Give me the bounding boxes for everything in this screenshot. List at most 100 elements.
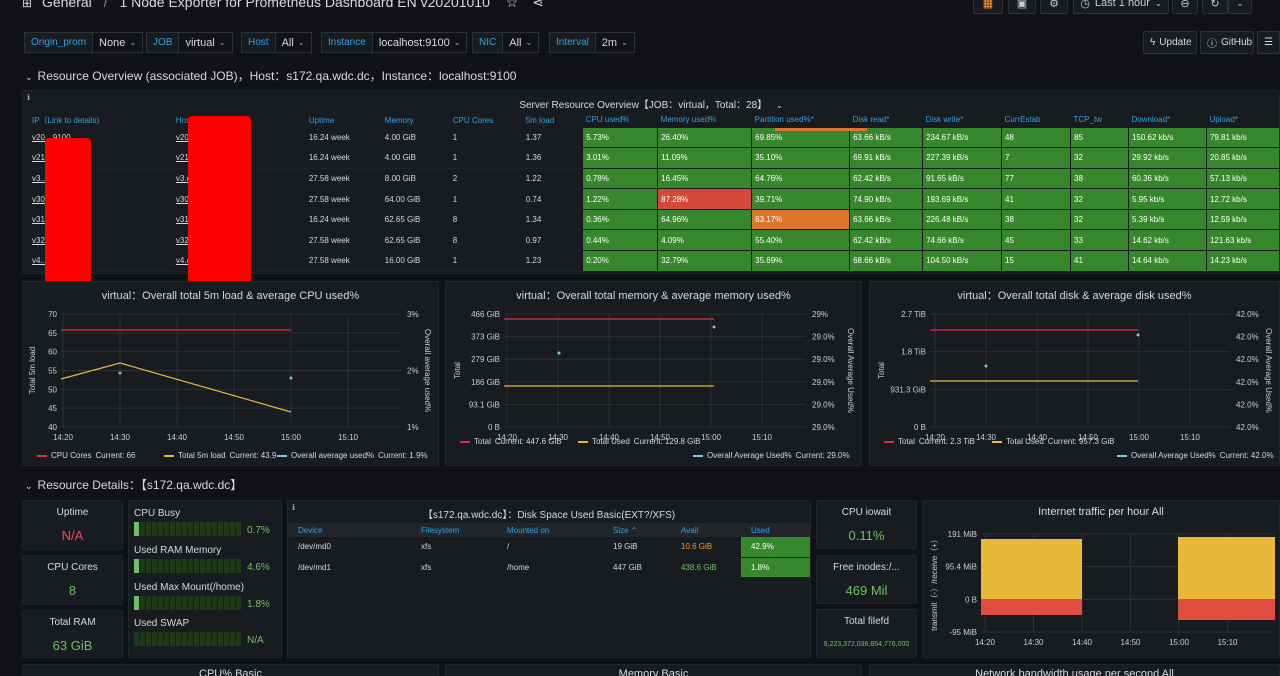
breadcrumb-root[interactable]: General: [41, 0, 92, 10]
update-button[interactable]: ϟ Update: [1143, 31, 1197, 54]
stat-title: Total RAM: [49, 617, 96, 628]
row-title: Resource Overview (associated JOB)，Host：…: [37, 69, 517, 83]
column-header[interactable]: IP（Link to details): [32, 115, 100, 125]
update-label: Update: [1159, 37, 1192, 48]
column-header[interactable]: Uptime: [308, 115, 335, 125]
column-header[interactable]: TCP_tw: [1073, 115, 1102, 125]
legend-item[interactable]: Overall average used% Current: 1.9%: [277, 451, 428, 460]
bolt-icon: ϟ: [1150, 37, 1156, 48]
y-tick-label: 186 GiB: [471, 378, 500, 387]
column-header[interactable]: Size ⌃: [603, 523, 671, 537]
github-button[interactable]: ⓘ GitHub: [1200, 31, 1254, 54]
cell-tw: 32: [1070, 188, 1129, 210]
x-tick-label: 14:40: [1072, 638, 1093, 647]
star-icon[interactable]: ☆: [505, 0, 519, 10]
memory-chart-title[interactable]: virtual：Overall total memory & average m…: [516, 290, 791, 302]
variable-instance[interactable]: Instance localhost:9100 ⌄: [321, 32, 468, 53]
bargauge-cell: [188, 632, 193, 646]
column-header[interactable]: CPU used%: [585, 115, 630, 125]
variable-dropdown[interactable]: 2m ⌄: [595, 32, 635, 53]
column-header[interactable]: Avail: [671, 523, 741, 537]
cell-cores: 1: [449, 127, 523, 149]
legend-current: Current: 29.0%: [795, 451, 850, 460]
column-header[interactable]: Memory: [384, 115, 414, 125]
column-header[interactable]: 5m load: [525, 115, 555, 125]
legend-item[interactable]: Total 5m load Current: 43.9: [164, 451, 276, 460]
legend-item[interactable]: Overall Average Used% Current: 29.0%: [693, 451, 850, 460]
column-header[interactable]: CPU Cores: [452, 115, 494, 125]
stat-value: 469 Mil: [845, 583, 888, 598]
cell-tw: 41: [1070, 250, 1129, 272]
share-icon[interactable]: ⋖: [532, 0, 544, 10]
column-header[interactable]: Disk read*: [852, 115, 890, 125]
column-header[interactable]: Filesystem: [411, 523, 497, 537]
column-header[interactable]: Upload*: [1209, 115, 1238, 125]
legend-item[interactable]: Overall Average Used% Current: 42.0%: [1117, 451, 1274, 460]
zoom-out-icon[interactable]: ⊖: [1172, 0, 1198, 14]
row-resource-details[interactable]: ⌄ Resource Details：【s172.qa.wdc.dc】: [25, 476, 242, 493]
cell-tw: 33: [1070, 229, 1129, 252]
column-header[interactable]: Download*: [1131, 115, 1171, 125]
row-resource-overview[interactable]: ⌄ Resource Overview (associated JOB)，Host…: [25, 67, 516, 84]
traffic-chart-title[interactable]: Internet traffic per hour All: [1038, 506, 1164, 518]
panel-title[interactable]: Server Resource Overview【JOB：virtual，Tot…: [23, 96, 1279, 111]
bargauge-cell: [140, 596, 145, 610]
cpu-iowait-stat: CPU iowait 0.11%: [816, 500, 917, 549]
column-header[interactable]: Used: [741, 523, 810, 537]
column-header[interactable]: Disk write*: [925, 115, 964, 125]
y-axis-label: Total: [453, 362, 462, 379]
column-header[interactable]: Mounted on: [497, 523, 603, 537]
settings-gear-icon[interactable]: ⚙: [1040, 0, 1068, 14]
bargauge-cell: [236, 559, 241, 573]
variable-nic[interactable]: NIC All ⌄: [472, 32, 540, 53]
cell-cores: 2: [449, 168, 523, 190]
menu-icon[interactable]: ☰: [1257, 31, 1280, 54]
cell-up: 12.72 kb/s: [1205, 188, 1279, 210]
legend-item[interactable]: Total Current: 447.6 GiB: [460, 437, 562, 446]
cpu-chart: 70 65 60 55 50 45 40 3% 2% 1% 14:20 14:30 14:40 14:50…: [28, 310, 432, 442]
legend-name: Overall average used%: [291, 451, 375, 460]
panel-title[interactable]: CPU% Basic: [199, 668, 262, 676]
panel-title[interactable]: Network bandwidth usage per second All: [975, 668, 1174, 676]
cpu-chart-title[interactable]: virtual：Overall total 5m load & average …: [101, 290, 360, 302]
panel-info-icon[interactable]: ℹ: [292, 503, 296, 512]
info-circle-icon: ⓘ: [1207, 39, 1217, 50]
save-icon[interactable]: ▣: [1008, 0, 1036, 14]
legend-item[interactable]: Total Used Current: 957.3 GiB: [992, 437, 1115, 446]
variable-origin-prom[interactable]: Origin_prom None ⌄: [24, 32, 144, 53]
column-header[interactable]: CurrEstab: [1004, 115, 1041, 125]
refresh-interval-chevron-icon[interactable]: ⌄: [1228, 0, 1252, 14]
column-header[interactable]: Device: [288, 523, 411, 537]
legend-item[interactable]: CPU Cores Current: 66: [37, 451, 135, 460]
cell-dwrite: 226.48 kB/s: [922, 208, 1003, 231]
column-header[interactable]: Host: [175, 115, 193, 125]
bargauge-cell: [230, 559, 235, 573]
legend-item[interactable]: Total Current: 2.3 TiB: [884, 437, 975, 446]
column-header[interactable]: Memory used%: [660, 115, 717, 125]
panel-title[interactable]: Memory Basic: [618, 668, 689, 676]
variable-dropdown[interactable]: localhost:9100 ⌄: [372, 32, 468, 53]
variable-dropdown[interactable]: All ⌄: [503, 32, 540, 53]
x-tick-label: 14:20: [975, 638, 996, 647]
breadcrumb[interactable]: ⊞ General / 1 Node Exporter for Promethe…: [22, 0, 544, 11]
variable-dropdown[interactable]: All ⌄: [275, 32, 312, 53]
variable-dropdown[interactable]: virtual ⌄: [179, 32, 233, 53]
bargauge-cell: [146, 559, 151, 573]
refresh-icon[interactable]: ↻: [1202, 0, 1228, 14]
time-range-picker[interactable]: ◷ Last 1 hour ⌄: [1073, 0, 1169, 14]
dashboard-title[interactable]: 1 Node Exporter for Prometheus Dashboard…: [119, 0, 490, 10]
add-panel-icon[interactable]: ▦: [973, 0, 1003, 14]
variable-interval[interactable]: Interval 2m ⌄: [549, 32, 635, 53]
disk-table-title[interactable]: 【s172.qa.wdc.dc】：Disk Space Used Basic(E…: [422, 510, 676, 521]
legend-item[interactable]: Total Used Current: 129.8 GiB: [578, 437, 701, 446]
y-axis-label: Total: [877, 362, 886, 379]
series-point: [118, 371, 122, 375]
column-header[interactable]: Partition used%*: [754, 115, 814, 125]
variable-dropdown[interactable]: None ⌄: [93, 32, 144, 53]
variable-job[interactable]: JOB virtual ⌄: [146, 32, 233, 53]
variable-host[interactable]: Host All ⌄: [241, 32, 312, 53]
disk-chart-title[interactable]: virtual：Overall total disk & average dis…: [957, 290, 1192, 302]
panel-info-icon[interactable]: ℹ: [27, 93, 31, 102]
